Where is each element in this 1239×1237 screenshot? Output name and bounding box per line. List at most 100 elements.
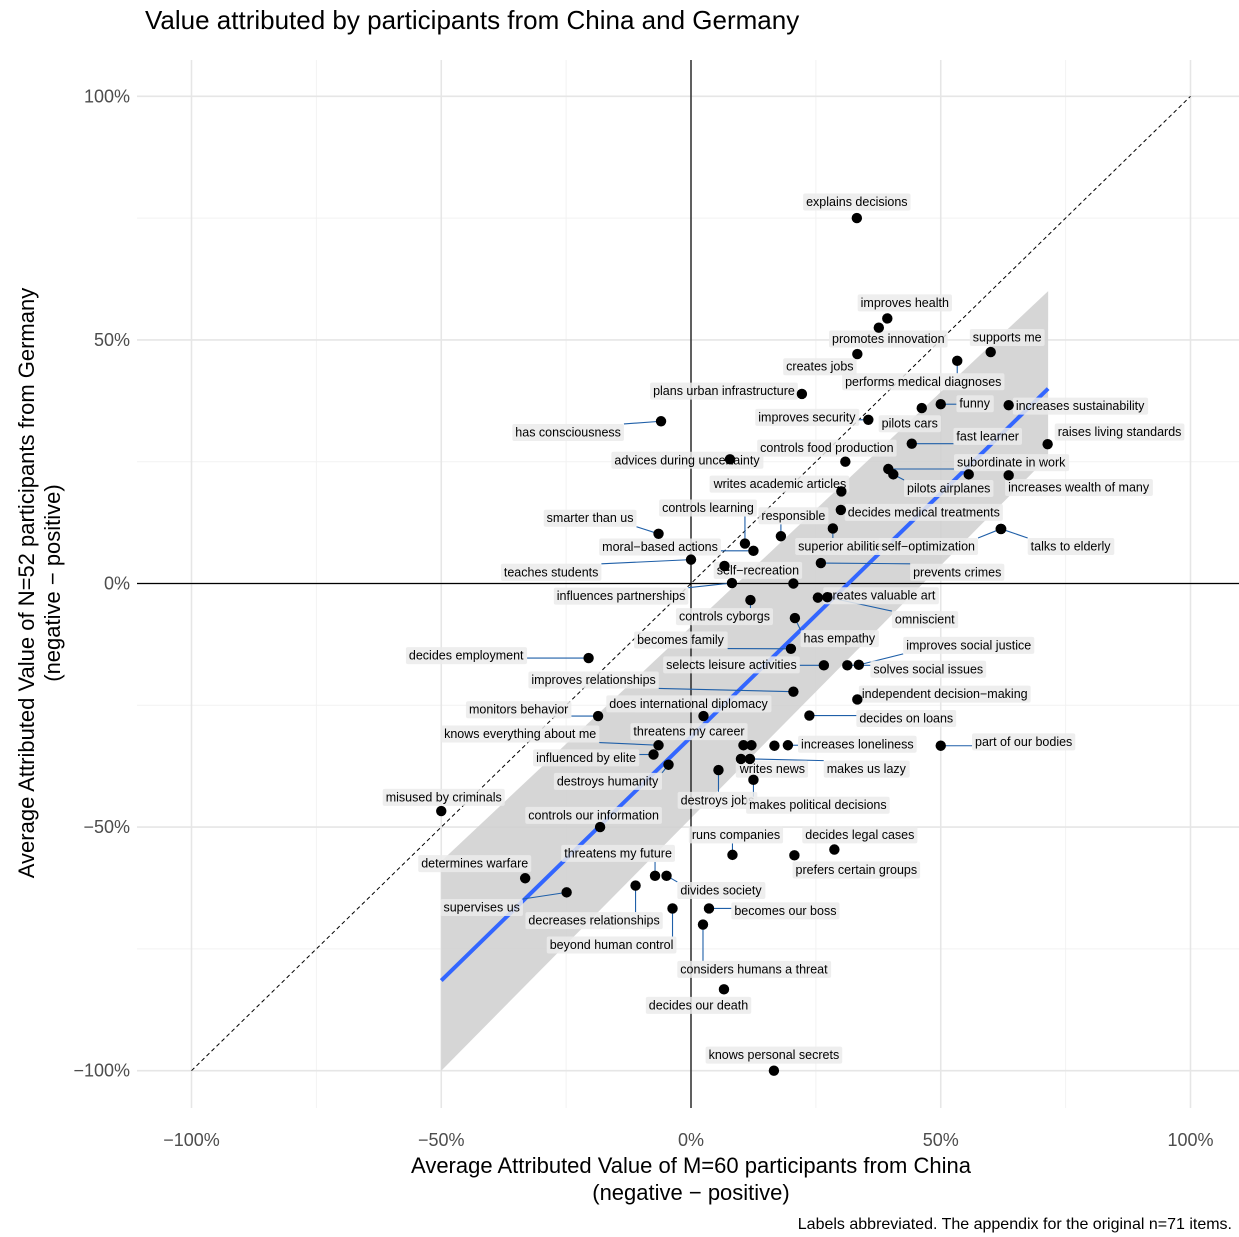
- data-point: [852, 348, 863, 360]
- data-point: [827, 523, 839, 534]
- point-label-background: [634, 631, 728, 649]
- point-label: teaches students: [504, 565, 599, 579]
- point-label-background: [606, 695, 772, 713]
- data-point: [840, 456, 851, 467]
- data-points: [436, 212, 1053, 1076]
- point-label: smarter than us: [547, 511, 634, 525]
- point-label: raises living standards: [1058, 425, 1182, 439]
- data-point: [724, 454, 736, 465]
- point-label-background: [440, 899, 523, 917]
- data-point: [1003, 470, 1014, 481]
- data-point: [812, 592, 824, 603]
- x-tick-label: 100%: [1167, 1130, 1213, 1150]
- point-label: considers humans a threat: [680, 962, 828, 976]
- data-point: [789, 850, 800, 861]
- point-label: becomes our boss: [734, 904, 836, 918]
- point-label: makes us lazy: [827, 762, 907, 776]
- data-point: [739, 538, 751, 549]
- point-label-background: [525, 912, 663, 930]
- point-label-background: [553, 772, 663, 790]
- point-label: influences partnerships: [557, 589, 686, 603]
- data-point: [995, 523, 1007, 535]
- point-label: creates jobs: [786, 360, 853, 374]
- data-point: [663, 759, 674, 770]
- point-label: self−optimization: [882, 539, 975, 553]
- point-label-background: [878, 415, 941, 433]
- point-label: knows everything about me: [444, 727, 596, 741]
- point-label: moral−based actions: [602, 540, 718, 554]
- data-point: [727, 849, 738, 861]
- point-label-background: [441, 725, 600, 743]
- label-connector: [658, 687, 794, 693]
- data-point: [1042, 438, 1053, 450]
- y-tick-label: 0%: [104, 574, 130, 594]
- point-label: advices during uncertainty: [614, 453, 760, 467]
- data-point: [519, 873, 531, 884]
- point-label: influenced by elite: [536, 751, 636, 765]
- data-point: [653, 740, 664, 751]
- label-connector: [522, 891, 567, 900]
- point-label-background: [599, 538, 721, 556]
- point-label-background: [1027, 537, 1115, 555]
- point-label-background: [953, 454, 1070, 472]
- data-point: [738, 740, 749, 751]
- point-label: decides legal cases: [805, 828, 914, 842]
- point-label: controls cyborgs: [679, 610, 770, 624]
- point-label-background: [650, 382, 798, 400]
- point-label-background: [972, 733, 1076, 751]
- point-label: writes news: [739, 762, 805, 776]
- data-point: [842, 660, 853, 671]
- data-point: [685, 554, 697, 565]
- point-label-background: [953, 427, 1022, 445]
- point-label-background: [543, 509, 637, 527]
- data-point: [822, 591, 833, 603]
- x-tick-label: 0%: [678, 1130, 704, 1150]
- data-point: [746, 740, 757, 751]
- point-label-background: [783, 358, 857, 376]
- data-point: [963, 469, 974, 480]
- point-label-background: [757, 439, 897, 457]
- point-label-background: [418, 855, 532, 873]
- data-point: [906, 438, 917, 449]
- point-label: destroys humanity: [557, 774, 659, 788]
- label-connector: [623, 420, 662, 425]
- point-label: has consciousness: [515, 425, 621, 439]
- point-label: misused by criminals: [386, 790, 502, 804]
- point-label: prevents crimes: [913, 565, 1001, 579]
- point-label-background: [735, 760, 809, 778]
- point-label-background: [553, 587, 689, 605]
- point-label-background: [528, 671, 659, 689]
- data-point: [718, 984, 730, 995]
- x-tick-label: −100%: [163, 1130, 220, 1150]
- plot-area: −100% −50% 0% 50% 100% 100% 50% 0% −50% −100% expl…: [73, 60, 1239, 1150]
- point-label: writes academic articles: [713, 477, 847, 491]
- data-point: [697, 919, 709, 930]
- data-point: [853, 659, 865, 671]
- point-label: destroys jobs: [681, 793, 755, 807]
- data-point: [744, 753, 756, 765]
- point-label-background: [645, 996, 752, 1014]
- data-point: [769, 740, 780, 751]
- data-point: [653, 528, 664, 540]
- label-connector: [858, 653, 904, 666]
- point-label: creates valuable art: [826, 589, 936, 603]
- y-axis-subtitle: (negative − positive): [40, 484, 65, 682]
- data-point: [804, 710, 815, 721]
- point-label: promotes innovation: [832, 332, 945, 346]
- label-connector: [599, 742, 659, 746]
- point-label-background: [856, 709, 957, 727]
- point-label: superior abilities: [798, 539, 888, 553]
- point-label: improves relationships: [531, 673, 655, 687]
- data-point: [818, 660, 830, 671]
- data-point: [985, 346, 996, 358]
- data-point: [583, 652, 594, 664]
- point-label-background: [533, 749, 640, 767]
- data-point: [698, 710, 709, 722]
- point-label-background: [956, 395, 994, 413]
- point-label-background: [709, 475, 850, 493]
- point-label-background: [857, 294, 952, 312]
- point-label-background: [1012, 397, 1149, 415]
- point-label: does international diplomacy: [609, 697, 768, 711]
- data-point: [655, 416, 667, 427]
- point-label-background: [800, 630, 879, 648]
